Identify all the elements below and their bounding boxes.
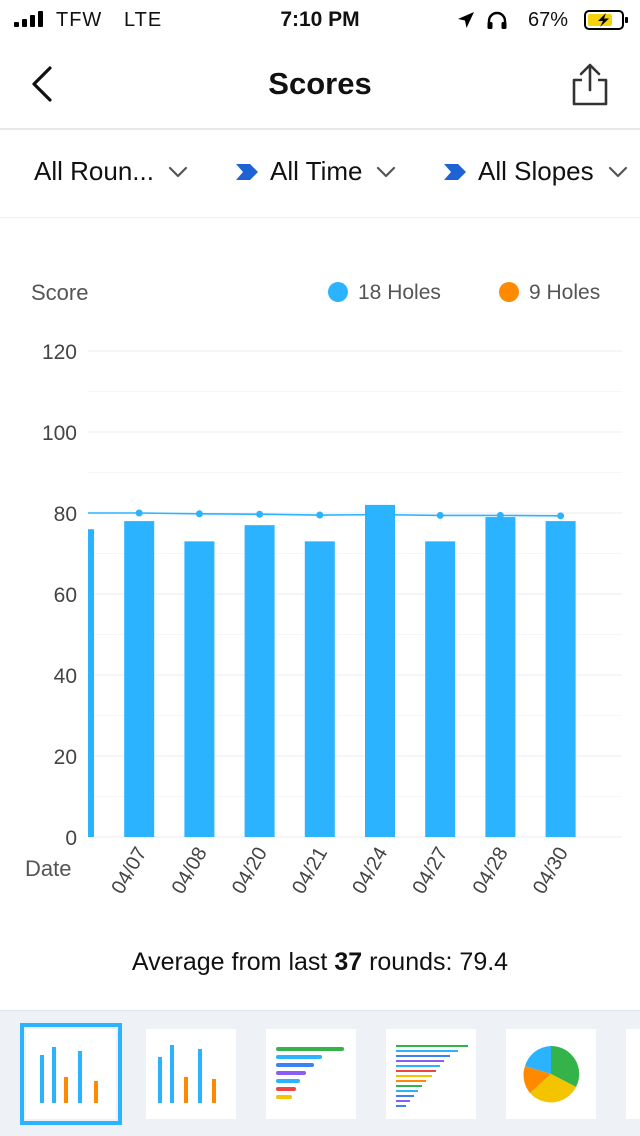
bar-04-21: [304, 541, 335, 837]
horizontal-bar-chart-thumbnail[interactable]: [266, 1029, 356, 1119]
grouped-bar-chart-thumbnail[interactable]: [146, 1029, 236, 1119]
average-point: [135, 509, 143, 517]
x-tick-label: 04/27: [408, 844, 452, 898]
y-tick-label: 40: [54, 665, 77, 688]
bar-04-30: [545, 521, 576, 837]
average-point: [436, 511, 444, 519]
average-point: [496, 511, 504, 519]
page-title: Scores: [268, 66, 372, 101]
headphones-icon: [487, 11, 507, 29]
y-tick-label: 120: [42, 341, 77, 364]
bar-chart-thumbnail[interactable]: [20, 1023, 122, 1125]
average-prefix: Average from last: [131, 948, 328, 976]
share-icon[interactable]: [568, 62, 612, 108]
network-type: LTE: [124, 9, 163, 31]
status-time: 7:10 PM: [280, 8, 360, 31]
bar-04-27: [425, 541, 456, 837]
pie-chart-thumbnail[interactable]: [506, 1029, 596, 1119]
location-arrow-icon: [458, 12, 474, 28]
x-tick-label: 04/21: [288, 844, 332, 898]
rounds-filter-dropdown[interactable]: All Roun...: [34, 156, 188, 187]
slopes-filter-dropdown[interactable]: All Slopes: [444, 156, 628, 187]
x-tick-label: 04/24: [348, 844, 392, 898]
x-axis-label: Date: [25, 856, 71, 881]
bar-04-24: [365, 504, 395, 837]
x-tick-labels: 04/06 04/07 04/08 04/20 04/21 04/24 04/27 04/28…: [88, 844, 573, 898]
x-tick-label: 04/07: [107, 844, 151, 898]
y-tick-label: 20: [54, 746, 77, 769]
carrier-name: TFW: [56, 9, 103, 31]
scores-bar-chart[interactable]: 0 20 40 60 80 100 120 Score Date 18 Holes 9 Holes 0…: [0, 220, 640, 920]
bar-04-28: [485, 517, 516, 837]
legend-label: 18 Holes: [358, 281, 441, 304]
stacked-horizontal-bar-icon: [396, 1045, 468, 1107]
rounds-count: 37: [334, 948, 363, 976]
horizontal-bar-chart-icon: [276, 1047, 344, 1099]
slopes-filter-label: All Slopes: [478, 156, 594, 186]
average-point: [557, 512, 565, 520]
filter-bar: All Roun... All Time All Slopes: [0, 130, 640, 218]
average-line-group: [88, 509, 565, 520]
chevron-down-icon: [168, 166, 188, 177]
average-middle: rounds:: [369, 948, 453, 976]
scores-chart-panel: 0 20 40 60 80 100 120 Score Date 18 Holes 9 Holes 0…: [0, 220, 640, 1010]
y-tick-label: 80: [54, 503, 77, 526]
chart-type-selector: [0, 1010, 640, 1136]
x-tick-label: 04/20: [228, 844, 272, 898]
average-point: [316, 511, 324, 519]
more-chart-thumbnail[interactable]: [626, 1029, 640, 1119]
battery-charging-icon: [584, 10, 628, 30]
grouped-bar-chart-icon: [158, 1045, 216, 1103]
average-value: 79.4: [459, 948, 509, 976]
bars-group: [88, 504, 576, 837]
time-filter-label: All Time: [270, 156, 363, 186]
y-tick-label: 100: [42, 422, 77, 445]
average-point: [376, 511, 384, 519]
average-line: [88, 512, 561, 517]
legend-label: 9 Holes: [529, 281, 600, 304]
bar-04-08: [184, 541, 215, 837]
time-filter-dropdown[interactable]: All Time: [236, 156, 396, 187]
stacked-horizontal-bar-thumbnail[interactable]: [386, 1029, 476, 1119]
chevron-down-icon: [608, 166, 627, 177]
x-tick-label: 04/08: [168, 844, 212, 898]
bar-04-06: [88, 529, 94, 837]
average-point: [256, 510, 264, 518]
rounds-filter-label: All Roun...: [34, 156, 154, 186]
pie-chart-icon: [523, 1045, 580, 1103]
x-tick-label: 04/30: [529, 844, 573, 898]
chevron-down-icon: [377, 166, 396, 177]
legend-swatch: [328, 282, 348, 302]
tag-icon: [236, 163, 258, 180]
x-tick-label: 04/28: [469, 844, 513, 898]
bar-04-20: [244, 525, 275, 837]
y-tick-label: 60: [54, 584, 77, 607]
bar-chart-icon: [40, 1047, 98, 1103]
legend-swatch: [499, 282, 519, 302]
y-tick-label: 0: [65, 827, 77, 850]
average-point: [195, 510, 203, 518]
average-summary: Average from last 37 rounds: 79.4: [0, 948, 640, 977]
tag-icon: [444, 163, 466, 180]
navigation-bar: Scores: [0, 40, 640, 130]
y-axis-label: Score: [31, 280, 88, 305]
signal-strength-icon: [14, 11, 43, 27]
status-bar: TFW LTE 7:10 PM 67%: [0, 0, 640, 40]
battery-percent: 67%: [528, 9, 569, 31]
bar-04-07: [124, 521, 155, 837]
back-chevron-icon[interactable]: [28, 64, 58, 104]
